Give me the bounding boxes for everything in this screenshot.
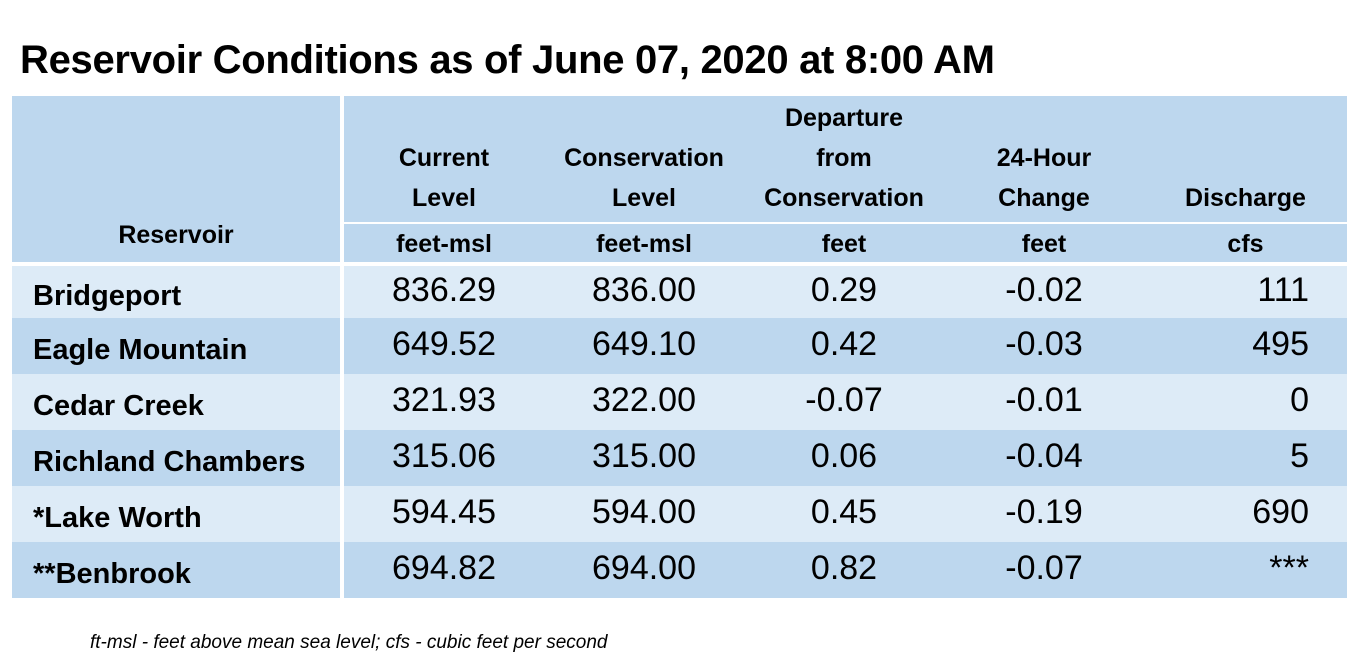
current-level-value: 315.06 xyxy=(344,430,544,486)
unit-label: feet xyxy=(744,222,944,262)
current-level-value: 694.82 xyxy=(344,542,544,598)
reservoir-table: Reservoir Current Level Conservation Lev… xyxy=(12,96,1347,602)
departure-value: -0.07 xyxy=(744,374,944,430)
change-header: 24-Hour Change xyxy=(944,96,1144,222)
discharge-value: 0 xyxy=(1144,374,1347,430)
header-line: from xyxy=(816,144,872,172)
unit-label: cfs xyxy=(1144,222,1347,262)
header-line: Conservation xyxy=(764,184,924,212)
change-value: -0.02 xyxy=(944,262,1144,318)
footnote: ft-msl - feet above mean sea level; cfs … xyxy=(90,632,608,653)
conservation-level-value: 322.00 xyxy=(544,374,744,430)
page-title: Reservoir Conditions as of June 07, 2020… xyxy=(20,38,995,82)
unit-label: feet-msl xyxy=(344,222,544,262)
conservation-level-value: 836.00 xyxy=(544,262,744,318)
departure-header: Departure from Conservation xyxy=(744,96,944,222)
header-line: Discharge xyxy=(1185,184,1306,212)
header-line: Level xyxy=(412,184,476,212)
current-level-value: 321.93 xyxy=(344,374,544,430)
change-value: -0.19 xyxy=(944,486,1144,542)
conservation-level-header: Conservation Level xyxy=(544,96,744,222)
reservoir-name: **Benbrook xyxy=(12,542,344,598)
header-line: 24-Hour xyxy=(996,144,1092,172)
current-level-value: 836.29 xyxy=(344,262,544,318)
discharge-value: 690 xyxy=(1144,486,1347,542)
header-line: Level xyxy=(612,184,676,212)
discharge-value: 5 xyxy=(1144,430,1347,486)
reservoir-name: Cedar Creek xyxy=(12,374,344,430)
change-value: -0.07 xyxy=(944,542,1144,598)
reservoir-name: Eagle Mountain xyxy=(12,318,344,374)
header-line: Departure xyxy=(784,104,904,132)
departure-value: 0.45 xyxy=(744,486,944,542)
departure-value: 0.42 xyxy=(744,318,944,374)
departure-value: 0.06 xyxy=(744,430,944,486)
header-line: Change xyxy=(998,184,1090,212)
conservation-level-value: 694.00 xyxy=(544,542,744,598)
discharge-header: Discharge xyxy=(1144,96,1347,222)
unit-label: feet xyxy=(944,222,1144,262)
header-line: Current xyxy=(398,144,490,172)
change-value: -0.04 xyxy=(944,430,1144,486)
reservoir-name: *Lake Worth xyxy=(12,486,344,542)
current-level-value: 594.45 xyxy=(344,486,544,542)
header-line: Conservation xyxy=(564,144,724,172)
conservation-level-value: 594.00 xyxy=(544,486,744,542)
current-level-header: Current Level xyxy=(344,96,544,222)
change-value: -0.01 xyxy=(944,374,1144,430)
departure-value: 0.29 xyxy=(744,262,944,318)
departure-value: 0.82 xyxy=(744,542,944,598)
current-level-value: 649.52 xyxy=(344,318,544,374)
reservoir-column-header: Reservoir xyxy=(12,96,344,262)
discharge-value: *** xyxy=(1144,542,1347,598)
reservoir-name: Richland Chambers xyxy=(12,430,344,486)
conservation-level-value: 649.10 xyxy=(544,318,744,374)
change-value: -0.03 xyxy=(944,318,1144,374)
discharge-value: 111 xyxy=(1144,262,1347,318)
discharge-value: 495 xyxy=(1144,318,1347,374)
unit-label: feet-msl xyxy=(544,222,744,262)
reservoir-name: Bridgeport xyxy=(12,262,344,318)
conservation-level-value: 315.00 xyxy=(544,430,744,486)
